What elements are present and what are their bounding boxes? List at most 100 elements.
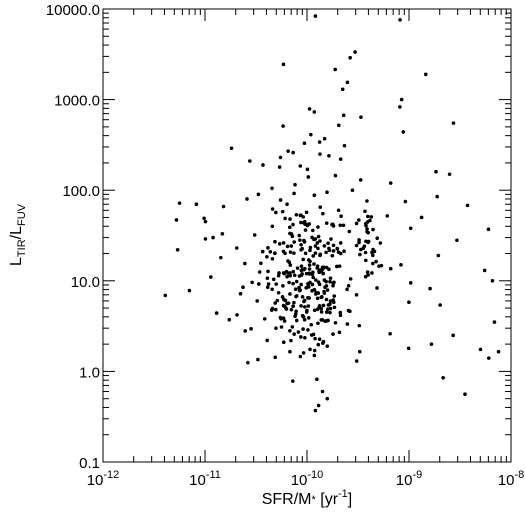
data-point xyxy=(317,270,322,275)
data-point xyxy=(298,213,303,218)
data-point xyxy=(321,211,325,216)
data-point xyxy=(274,210,278,215)
y-axis-title-slash: /L xyxy=(8,226,25,239)
data-point xyxy=(346,308,351,313)
data-point xyxy=(270,224,275,229)
data-point xyxy=(303,228,308,232)
data-point xyxy=(256,357,260,362)
data-point xyxy=(266,269,270,274)
data-point xyxy=(320,318,325,322)
data-point xyxy=(311,254,315,258)
data-point xyxy=(338,310,343,315)
data-point xyxy=(332,305,337,310)
data-point xyxy=(434,169,438,174)
data-point xyxy=(219,255,223,260)
data-point xyxy=(307,267,312,271)
data-point xyxy=(281,316,286,320)
data-point xyxy=(325,190,329,195)
data-point xyxy=(338,157,343,161)
data-point xyxy=(463,392,467,397)
data-point xyxy=(300,313,305,318)
data-point xyxy=(274,282,279,286)
data-point xyxy=(331,283,335,288)
data-point xyxy=(388,181,393,185)
data-point xyxy=(306,281,310,286)
data-point xyxy=(302,141,307,146)
data-point xyxy=(290,325,295,329)
data-point xyxy=(266,282,271,286)
data-point xyxy=(256,192,261,197)
data-point xyxy=(330,253,335,258)
data-point xyxy=(354,221,359,226)
data-point xyxy=(302,240,307,244)
data-point xyxy=(357,323,362,328)
y-tick-label: 1.0 xyxy=(79,364,100,381)
data-point xyxy=(281,62,286,67)
data-point xyxy=(306,328,310,332)
data-point xyxy=(301,257,306,262)
data-point xyxy=(288,250,293,254)
data-point xyxy=(292,273,297,278)
data-point xyxy=(270,207,275,211)
data-point xyxy=(271,277,276,282)
data-point xyxy=(288,217,292,221)
data-point xyxy=(313,336,317,341)
data-point xyxy=(401,130,406,134)
x-axis-title-unit: [yr xyxy=(316,491,339,508)
data-point xyxy=(371,247,375,252)
data-point xyxy=(388,266,393,271)
data-point xyxy=(314,278,318,282)
data-point xyxy=(451,121,456,125)
data-point xyxy=(399,263,403,267)
data-point xyxy=(313,237,318,241)
data-point xyxy=(441,375,445,380)
data-point xyxy=(306,316,311,320)
data-point xyxy=(331,243,336,248)
y-tick-label: 10000.0 xyxy=(46,2,100,19)
data-point xyxy=(363,258,368,263)
plot-frame xyxy=(102,8,512,463)
data-point xyxy=(313,408,318,413)
data-point xyxy=(326,241,330,246)
data-point xyxy=(273,301,278,305)
data-point xyxy=(316,234,321,239)
data-point xyxy=(187,288,192,293)
data-point xyxy=(288,328,292,333)
x-tick-label-base: 10 xyxy=(498,472,515,489)
x-axis-title-main: SFR/M xyxy=(262,491,312,508)
data-point xyxy=(331,281,336,285)
data-point xyxy=(369,215,374,219)
x-tick-label: 10-8 xyxy=(498,469,524,489)
data-point xyxy=(245,197,249,201)
data-point xyxy=(318,152,322,156)
data-point xyxy=(262,317,267,321)
data-point xyxy=(354,293,359,297)
data-point xyxy=(163,293,168,298)
data-point xyxy=(276,290,281,295)
data-point xyxy=(319,306,324,311)
data-point xyxy=(288,292,292,296)
data-point xyxy=(311,275,315,280)
x-tick-label: 10-12 xyxy=(87,469,120,489)
data-point xyxy=(235,313,239,317)
y-tick-label: 10.0 xyxy=(71,274,100,291)
data-point xyxy=(277,242,282,246)
data-point xyxy=(265,338,269,343)
data-point xyxy=(366,240,370,245)
data-point xyxy=(273,355,278,360)
y-tick-label: 0.1 xyxy=(79,455,100,472)
data-point xyxy=(328,310,332,315)
data-point xyxy=(317,140,322,144)
data-point xyxy=(313,251,318,255)
data-point xyxy=(327,246,331,251)
data-point xyxy=(358,252,362,257)
data-point xyxy=(313,14,318,18)
data-point xyxy=(326,307,330,311)
x-tick-label-base: 10 xyxy=(87,472,104,489)
data-point xyxy=(307,263,312,267)
data-point xyxy=(321,303,326,308)
data-point xyxy=(312,308,317,313)
data-point xyxy=(322,278,327,282)
data-point xyxy=(315,296,320,301)
